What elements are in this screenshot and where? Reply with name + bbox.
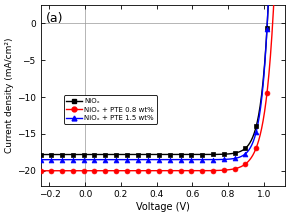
Y-axis label: Current density (mA/cm²): Current density (mA/cm²) bbox=[5, 37, 14, 153]
Legend: NiOₓ, NiOₓ + PTE 0.8 wt%, NiOₓ + PTE 1.5 wt%: NiOₓ, NiOₓ + PTE 0.8 wt%, NiOₓ + PTE 1.5… bbox=[64, 95, 157, 124]
Text: (a): (a) bbox=[46, 12, 63, 25]
X-axis label: Voltage (V): Voltage (V) bbox=[136, 202, 190, 212]
